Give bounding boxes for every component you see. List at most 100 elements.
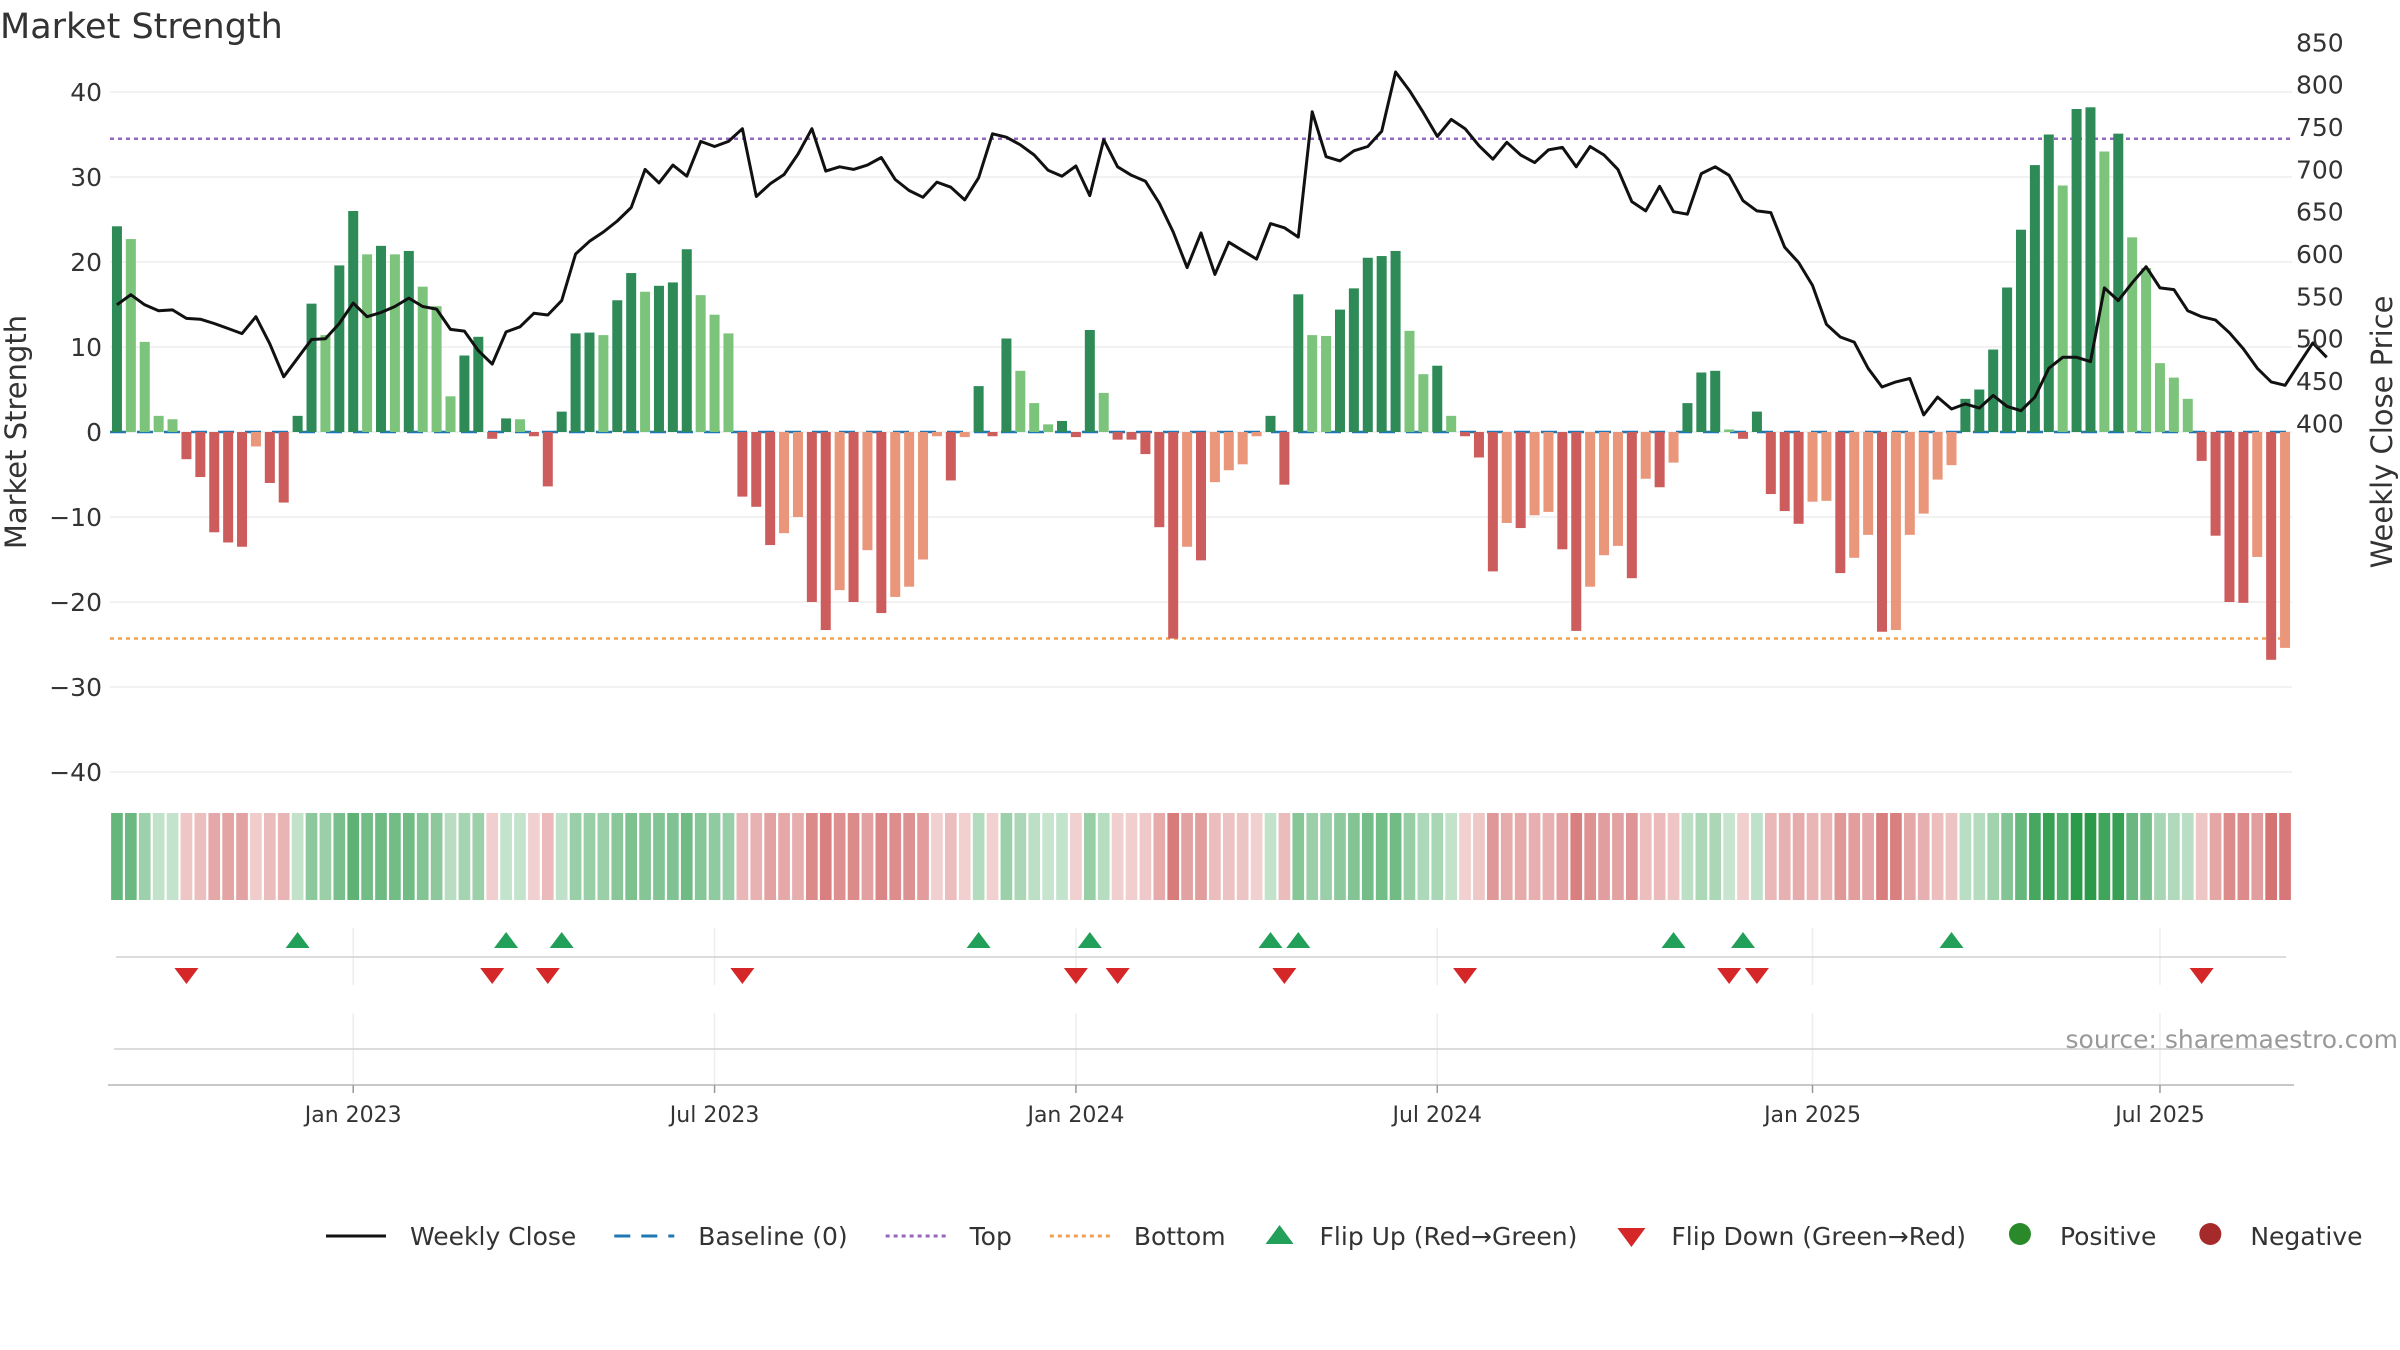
y-right-tick-label: 450: [2296, 367, 2344, 396]
heatstrip-cell: [486, 813, 499, 900]
strength-bar: [1654, 432, 1665, 488]
heatstrip-cell: [625, 813, 638, 900]
strength-bar: [1043, 424, 1054, 432]
heatstrip-cell: [111, 813, 123, 900]
y-right-tick-label: 700: [2296, 155, 2344, 184]
heatstrip-cell: [1626, 813, 1638, 900]
strength-bar: [459, 355, 470, 432]
strength-bar: [1460, 432, 1471, 437]
heatstrip-cell: [903, 813, 915, 900]
strength-bar: [1738, 432, 1749, 439]
heatstrip-cell: [1500, 813, 1513, 900]
legend-label: Flip Up (Red→Green): [1320, 1222, 1578, 1251]
flip-down-marker: [2189, 968, 2214, 984]
x-tick-label: Jul 2023: [668, 1103, 760, 1128]
heatstrip-cell: [833, 813, 846, 900]
heatstrip-cell: [1667, 813, 1680, 900]
heatstrip-cell: [1028, 813, 1041, 900]
strength-bar: [320, 335, 331, 432]
heatstrip-cell: [944, 813, 957, 900]
legend-item: Weekly Close: [326, 1222, 576, 1251]
heatstrip-cell: [472, 813, 485, 900]
legend-item: Top: [885, 1222, 1012, 1251]
strength-bar: [2057, 185, 2068, 432]
heatstrip-cell: [2126, 813, 2139, 900]
strength-bar: [1321, 335, 1332, 432]
strength-bar: [1974, 389, 1985, 432]
heatstrip-cell: [347, 813, 360, 900]
flip-up-marker: [1077, 932, 1102, 948]
heatstrip-cell: [180, 813, 193, 900]
strength-bar: [1084, 330, 1095, 432]
legend-label: Weekly Close: [410, 1222, 576, 1251]
heatstrip-cell: [1389, 813, 1402, 900]
heatstrip-cell: [1431, 813, 1444, 900]
heatstrip-cell: [792, 813, 804, 900]
heatstrip-cell: [750, 813, 763, 900]
legend-label: Negative: [2250, 1222, 2362, 1251]
strength-bar: [1599, 432, 1610, 556]
x-tick-label: Jan 2025: [1762, 1103, 1861, 1128]
heatstrip-cell: [2001, 813, 2013, 900]
strength-bar: [570, 333, 581, 432]
strength-bar: [403, 250, 414, 432]
heatstrip-cell: [1792, 813, 1805, 900]
flip-up-marker: [1661, 932, 1686, 948]
y-left-tick-label: 40: [70, 78, 102, 107]
heatstrip-cell: [263, 813, 276, 900]
heatstrip-cell: [1042, 813, 1054, 900]
strength-bar: [792, 432, 803, 517]
heatstrip-cell: [1542, 813, 1555, 900]
strength-bar: [1779, 432, 1790, 512]
strength-bar: [2252, 432, 2263, 557]
chart-title: Market Strength: [0, 7, 283, 47]
strength-heatstrip: [111, 813, 2291, 900]
strength-bar: [1279, 432, 1290, 485]
strength-bar: [1376, 256, 1387, 432]
strength-bar: [487, 432, 498, 439]
strength-bar: [264, 432, 275, 483]
strength-bar: [1195, 432, 1207, 561]
strength-bar: [153, 415, 164, 432]
strength-bar: [1932, 432, 1943, 480]
strength-bar: [918, 432, 929, 560]
heatstrip-cell: [583, 813, 596, 900]
legend-label: Positive: [2060, 1222, 2156, 1251]
legend-swatch: [1617, 1228, 1646, 1247]
heatstrip-cell: [847, 813, 860, 900]
heatstrip-cell: [1612, 813, 1624, 900]
y-left-tick-label: 0: [86, 418, 102, 447]
strength-bar: [292, 415, 303, 432]
strength-bar: [1251, 432, 1262, 437]
strength-bar: [876, 432, 887, 614]
strength-bar: [111, 226, 122, 432]
heatstrip-cell: [1236, 813, 1249, 900]
y-left-tick-label: 30: [70, 163, 102, 192]
heatstrip-cell: [1153, 813, 1166, 900]
heatstrip-cell: [597, 813, 610, 900]
strength-bar: [1849, 432, 1860, 558]
heatstrip-cell: [1723, 813, 1735, 900]
strength-bar: [1418, 374, 1429, 432]
strength-bar: [2002, 287, 2013, 432]
strength-bar: [2043, 134, 2054, 432]
heatstrip-cell: [1125, 813, 1138, 900]
heatstrip-cell: [722, 813, 735, 900]
heatstrip-cell: [736, 813, 749, 900]
strength-bar: [1334, 309, 1345, 432]
strength-bar: [278, 432, 289, 503]
strength-bar: [139, 341, 150, 432]
strength-bar: [2029, 165, 2040, 432]
flip-markers-panel: [116, 928, 2286, 985]
y-left-tick-label: −40: [49, 758, 102, 787]
heatstrip-cell: [208, 813, 221, 900]
strength-bar: [640, 291, 651, 432]
strength-bar: [904, 432, 915, 587]
heatstrip-cell: [778, 813, 790, 900]
heatstrip-cell: [166, 813, 179, 900]
heatstrip-cell: [555, 813, 568, 900]
heatstrip-cell: [1445, 813, 1458, 900]
strength-bar: [528, 432, 539, 437]
strength-bar: [362, 254, 373, 432]
legend: Weekly Close Baseline (0) Top Bottom Flip Up…: [326, 1222, 2363, 1251]
